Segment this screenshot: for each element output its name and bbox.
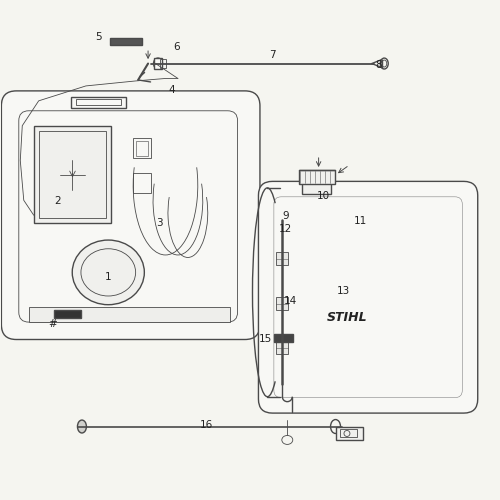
Bar bbox=[302, 183, 331, 194]
Bar bbox=[136, 140, 148, 156]
Bar bbox=[71, 97, 126, 108]
Bar bbox=[110, 38, 142, 44]
Text: 14: 14 bbox=[284, 296, 298, 306]
Text: 15: 15 bbox=[260, 334, 272, 344]
Text: 12: 12 bbox=[279, 224, 292, 234]
Text: #: # bbox=[48, 318, 57, 328]
Text: 8: 8 bbox=[375, 60, 382, 70]
Bar bbox=[336, 426, 363, 440]
Text: 7: 7 bbox=[269, 50, 276, 60]
Bar bbox=[276, 297, 288, 310]
FancyBboxPatch shape bbox=[2, 91, 260, 340]
Bar bbox=[276, 252, 288, 265]
Text: STIHL: STIHL bbox=[326, 310, 368, 324]
Bar bbox=[133, 138, 150, 158]
Text: 13: 13 bbox=[337, 286, 350, 296]
Text: 5: 5 bbox=[95, 32, 102, 42]
Bar bbox=[34, 126, 111, 222]
Ellipse shape bbox=[78, 420, 86, 433]
Bar bbox=[154, 58, 162, 69]
Text: 1: 1 bbox=[105, 272, 112, 282]
Text: 4: 4 bbox=[168, 85, 175, 95]
Bar bbox=[340, 428, 357, 438]
Bar bbox=[160, 59, 166, 68]
FancyBboxPatch shape bbox=[258, 182, 478, 413]
Ellipse shape bbox=[72, 240, 144, 304]
Bar bbox=[38, 130, 106, 218]
Text: 11: 11 bbox=[354, 216, 367, 226]
Bar bbox=[133, 173, 150, 193]
Text: 3: 3 bbox=[156, 218, 163, 228]
Bar bbox=[274, 334, 293, 342]
Text: 2: 2 bbox=[54, 196, 60, 206]
Text: 10: 10 bbox=[317, 192, 330, 202]
Bar bbox=[76, 100, 120, 105]
Bar bbox=[298, 170, 334, 184]
Bar bbox=[28, 307, 230, 322]
Bar bbox=[54, 310, 81, 318]
Text: 6: 6 bbox=[173, 42, 180, 52]
Text: 16: 16 bbox=[200, 420, 213, 430]
Text: 9: 9 bbox=[282, 211, 289, 221]
Bar bbox=[276, 342, 288, 354]
